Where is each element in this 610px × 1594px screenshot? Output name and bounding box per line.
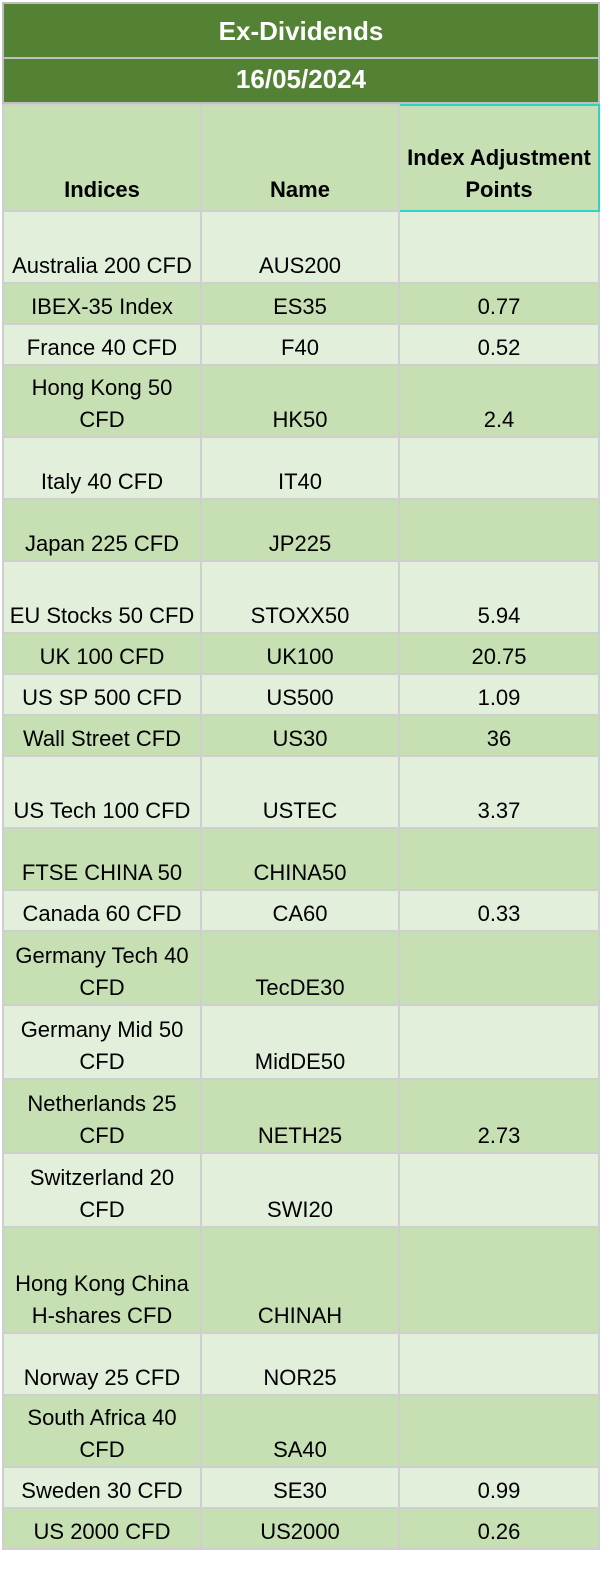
cell-name[interactable]: CHINAH [200,1226,400,1334]
cell-points[interactable]: 3.37 [398,755,600,829]
cell-name[interactable]: USTEC [200,755,400,829]
table-row: EU Stocks 50 CFD STOXX50 5.94 [2,560,600,634]
table-row: Australia 200 CFD AUS200 [2,210,600,284]
cell-index[interactable]: South Africa 40 CFD [2,1394,202,1468]
table-row: Hong Kong China H-shares CFD CHINAH [2,1226,600,1334]
cell-points[interactable] [398,1394,600,1468]
table-row: Hong Kong 50 CFD HK50 2.4 [2,364,600,438]
cell-name[interactable]: US500 [200,673,400,716]
cell-points[interactable]: 2.4 [398,364,600,438]
cell-index[interactable]: Hong Kong 50 CFD [2,364,202,438]
table-row: South Africa 40 CFD SA40 [2,1394,600,1468]
cell-points[interactable]: 0.33 [398,889,600,932]
cell-name[interactable]: TecDE30 [200,930,400,1006]
cell-name[interactable]: AUS200 [200,210,400,284]
table-row: Germany Tech 40 CFD TecDE30 [2,930,600,1006]
cell-index[interactable]: US 2000 CFD [2,1507,202,1550]
cell-name[interactable]: MidDE50 [200,1004,400,1080]
table-row: UK 100 CFD UK100 20.75 [2,632,600,675]
table-row: US SP 500 CFD US500 1.09 [2,673,600,716]
table-row: Sweden 30 CFD SE30 0.99 [2,1466,600,1509]
table-header-row: Indices Name Index Adjustment Points [2,104,600,212]
table-row: Wall Street CFD US30 36 [2,714,600,757]
cell-name[interactable]: JP225 [200,498,400,562]
cell-name[interactable]: STOXX50 [200,560,400,634]
cell-points[interactable]: 36 [398,714,600,757]
cell-index[interactable]: Italy 40 CFD [2,436,202,500]
cell-index[interactable]: FTSE CHINA 50 [2,827,202,891]
cell-points[interactable]: 0.77 [398,282,600,325]
cell-index[interactable]: Wall Street CFD [2,714,202,757]
cell-name[interactable]: ES35 [200,282,400,325]
cell-name[interactable]: SE30 [200,1466,400,1509]
cell-name[interactable]: US2000 [200,1507,400,1550]
cell-points[interactable] [398,210,600,284]
cell-points[interactable] [398,1226,600,1334]
table-row: Norway 25 CFD NOR25 [2,1332,600,1396]
cell-name[interactable]: IT40 [200,436,400,500]
cell-points[interactable] [398,1004,600,1080]
table-row: IBEX-35 Index ES35 0.77 [2,282,600,325]
table-row: Italy 40 CFD IT40 [2,436,600,500]
cell-index[interactable]: UK 100 CFD [2,632,202,675]
header-adjustment-points[interactable]: Index Adjustment Points [398,104,600,212]
cell-points[interactable] [398,827,600,891]
cell-points[interactable]: 0.99 [398,1466,600,1509]
table-row: Germany Mid 50 CFD MidDE50 [2,1004,600,1080]
cell-index[interactable]: Switzerland 20 CFD [2,1152,202,1228]
cell-points[interactable]: 20.75 [398,632,600,675]
cell-points[interactable]: 1.09 [398,673,600,716]
cell-name[interactable]: CHINA50 [200,827,400,891]
cell-index[interactable]: Hong Kong China H-shares CFD [2,1226,202,1334]
cell-index[interactable]: US Tech 100 CFD [2,755,202,829]
cell-name[interactable]: F40 [200,323,400,366]
cell-points[interactable] [398,1152,600,1228]
cell-index[interactable]: Japan 225 CFD [2,498,202,562]
cell-points[interactable] [398,930,600,1006]
table-row: France 40 CFD F40 0.52 [2,323,600,366]
ex-dividends-sheet: Ex-Dividends 16/05/2024 Indices Name Ind… [2,2,600,1550]
cell-name[interactable]: SA40 [200,1394,400,1468]
cell-points[interactable]: 0.52 [398,323,600,366]
cell-index[interactable]: Netherlands 25 CFD [2,1078,202,1154]
table-row: US 2000 CFD US2000 0.26 [2,1507,600,1550]
table-row: US Tech 100 CFD USTEC 3.37 [2,755,600,829]
table-body: Australia 200 CFD AUS200 IBEX-35 Index ES35… [2,210,600,1550]
cell-name[interactable]: SWI20 [200,1152,400,1228]
table-row: Switzerland 20 CFD SWI20 [2,1152,600,1228]
cell-points[interactable]: 2.73 [398,1078,600,1154]
cell-name[interactable]: UK100 [200,632,400,675]
cell-name[interactable]: NOR25 [200,1332,400,1396]
cell-name[interactable]: HK50 [200,364,400,438]
cell-index[interactable]: Sweden 30 CFD [2,1466,202,1509]
cell-index[interactable]: EU Stocks 50 CFD [2,560,202,634]
cell-points[interactable]: 5.94 [398,560,600,634]
table-row: FTSE CHINA 50 CHINA50 [2,827,600,891]
cell-index[interactable]: Norway 25 CFD [2,1332,202,1396]
table-row: Japan 225 CFD JP225 [2,498,600,562]
cell-index[interactable]: Germany Tech 40 CFD [2,930,202,1006]
cell-index[interactable]: US SP 500 CFD [2,673,202,716]
cell-index[interactable]: Australia 200 CFD [2,210,202,284]
cell-points[interactable]: 0.26 [398,1507,600,1550]
cell-index[interactable]: Germany Mid 50 CFD [2,1004,202,1080]
header-indices: Indices [2,104,202,212]
cell-name[interactable]: CA60 [200,889,400,932]
cell-points[interactable] [398,498,600,562]
cell-index[interactable]: IBEX-35 Index [2,282,202,325]
table-row: Netherlands 25 CFD NETH25 2.73 [2,1078,600,1154]
cell-index[interactable]: France 40 CFD [2,323,202,366]
dividends-table: Indices Name Index Adjustment Points Aus… [2,104,600,1550]
cell-name[interactable]: NETH25 [200,1078,400,1154]
header-name: Name [200,104,400,212]
sheet-title: Ex-Dividends [2,2,600,59]
cell-name[interactable]: US30 [200,714,400,757]
sheet-date: 16/05/2024 [2,59,600,104]
cell-points[interactable] [398,436,600,500]
cell-index[interactable]: Canada 60 CFD [2,889,202,932]
cell-points[interactable] [398,1332,600,1396]
table-row: Canada 60 CFD CA60 0.33 [2,889,600,932]
